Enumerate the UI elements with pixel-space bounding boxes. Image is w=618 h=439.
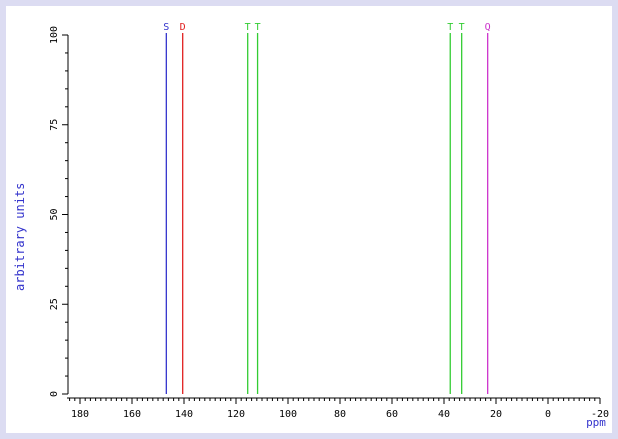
x-axis-label: ppm [586,416,606,429]
peak-multiplicity-label: S [163,22,169,33]
x-tick-label: 40 [438,409,450,420]
x-tick-label: 100 [279,409,297,420]
y-tick-label: 50 [49,208,60,220]
y-tick-label: 0 [49,391,60,397]
peak-multiplicity-label: T [245,22,251,33]
y-tick-label: 75 [49,119,60,131]
peak-multiplicity-label: T [255,22,261,33]
x-tick-label: 160 [123,409,141,420]
x-tick-label: 20 [490,409,502,420]
x-tick-label: 120 [227,409,245,420]
axes-group: 0 25 50 75 100 180 160 140 120 100 80 60 40 20 0 -20 [49,26,609,420]
x-tick-label: 0 [545,409,551,420]
peak-multiplicity-label: T [459,22,465,33]
y-tick-label: 25 [49,298,60,310]
y-tick-label: 100 [49,26,60,44]
x-tick-label: 140 [175,409,193,420]
y-axis-label: arbitrary units [13,183,27,291]
x-tick-label: 80 [334,409,346,420]
peak-multiplicity-label: D [180,22,186,33]
x-tick-label: 60 [386,409,398,420]
peak-multiplicity-label: T [447,22,453,33]
x-tick-label: -20 [591,409,609,420]
x-tick-label: 180 [71,409,89,420]
peak-multiplicity-label: Q [485,22,491,33]
